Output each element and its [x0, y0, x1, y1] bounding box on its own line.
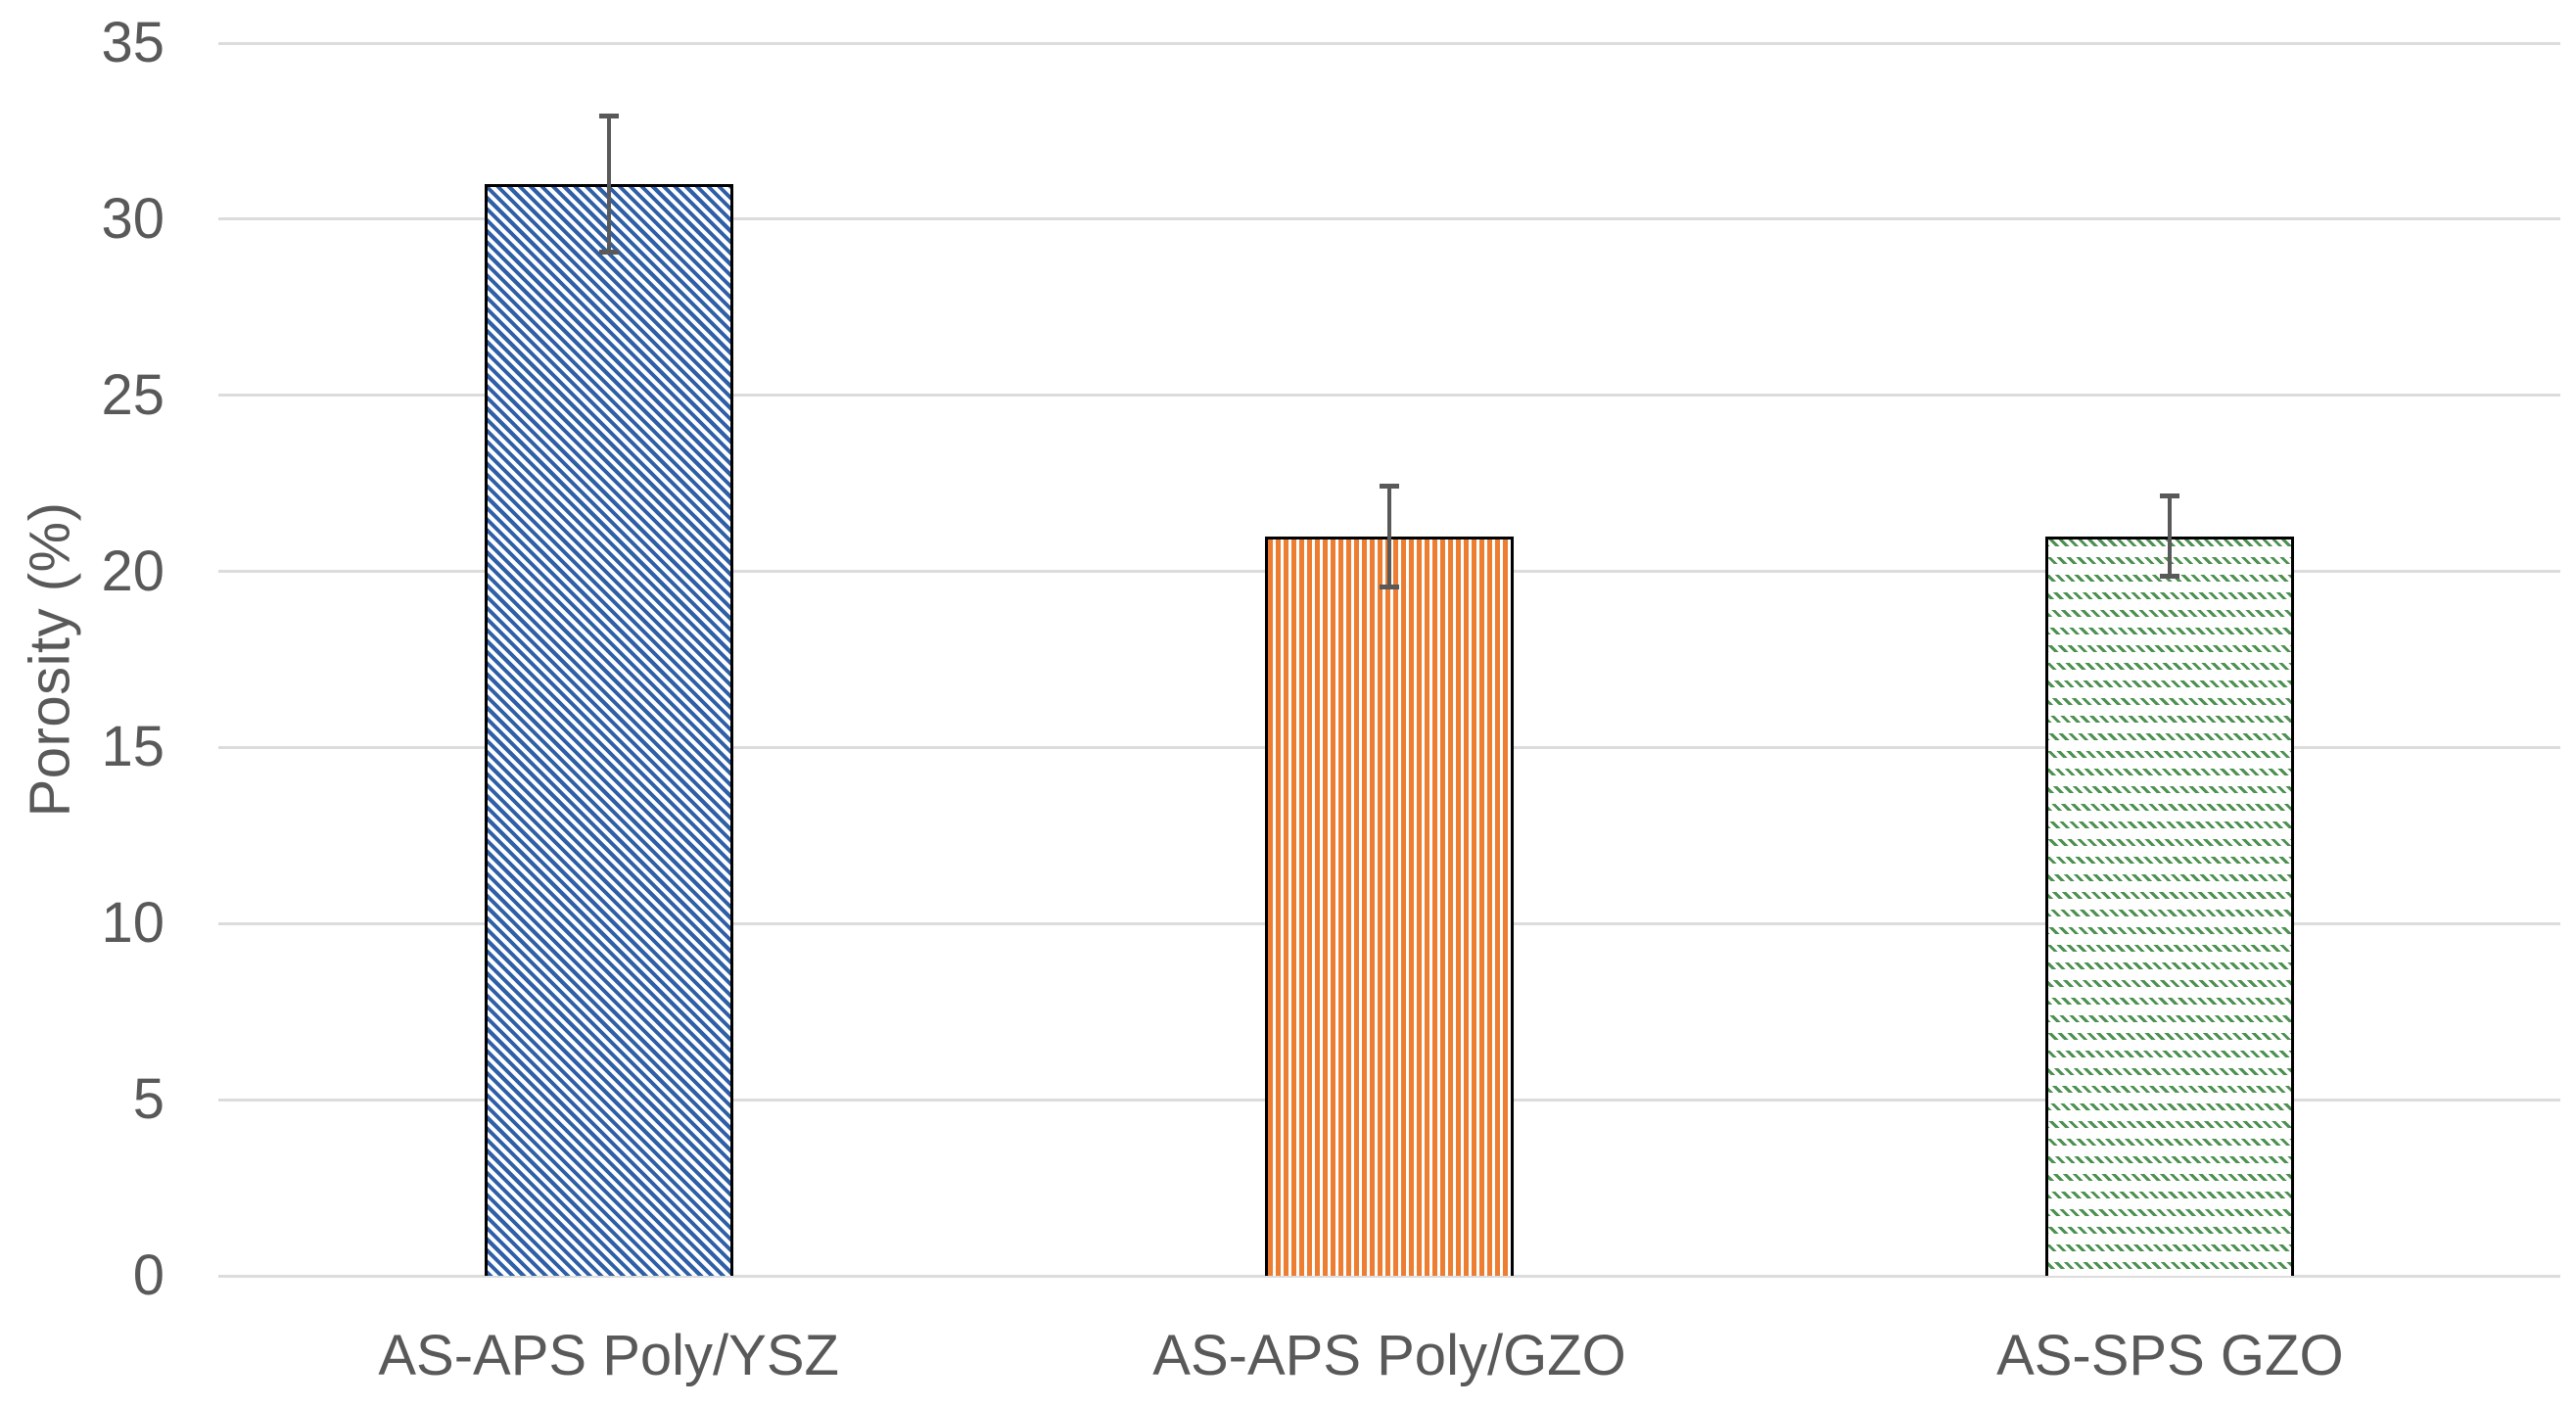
x-axis-line: [218, 1274, 2560, 1278]
y-tick-label: 35: [101, 11, 164, 74]
y-tick-label: 15: [101, 715, 164, 779]
y-tick-label: 5: [132, 1067, 164, 1132]
y-tick-label: 0: [132, 1243, 164, 1307]
error-bar-cap-top: [598, 113, 619, 118]
bar-dashed-diagonal-rows: [2045, 536, 2295, 1276]
y-tick-label: 20: [101, 539, 164, 603]
error-bar-cap-bottom: [2160, 573, 2180, 579]
error-bar-line: [1387, 483, 1391, 589]
error-bar-cap-bottom: [1380, 584, 1399, 589]
y-tick-label: 10: [101, 891, 164, 956]
y-tick-label: 30: [101, 186, 164, 251]
x-tick-label: AS-SPS GZO: [1996, 1324, 2344, 1387]
bar-diagonal-hatch: [484, 183, 733, 1276]
error-bar-line: [606, 113, 611, 255]
gridline: [218, 41, 2560, 45]
error-bar-cap-top: [1380, 483, 1399, 489]
x-tick-label: AS-APS Poly/GZO: [1152, 1324, 1626, 1387]
error-bar-cap-bottom: [598, 249, 619, 255]
error-bar-line: [2168, 493, 2173, 579]
x-tick-label: AS-APS Poly/YSZ: [378, 1324, 839, 1387]
gridline: [218, 394, 2560, 398]
bar-vertical-stripes: [1265, 536, 1514, 1276]
plot-area: [218, 41, 2560, 1278]
error-bar-cap-top: [2160, 493, 2180, 499]
y-tick-label: 25: [101, 362, 164, 427]
gridline: [218, 217, 2560, 221]
